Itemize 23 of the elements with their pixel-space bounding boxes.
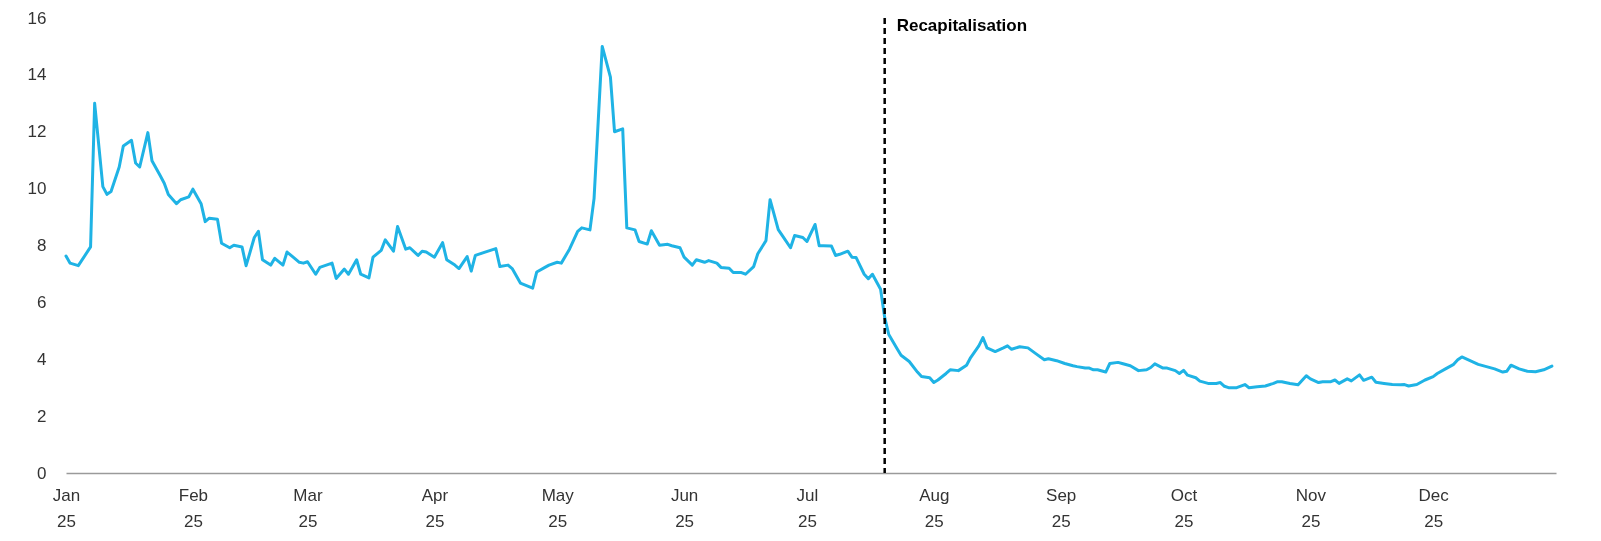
y-tick-label: 12 bbox=[27, 122, 47, 142]
x-tick-label: May 25 bbox=[541, 485, 575, 531]
x-tick-label: Aug 25 bbox=[919, 485, 950, 531]
x-tick-label: Oct 25 bbox=[1170, 485, 1198, 531]
y-tick-label: 14 bbox=[27, 65, 47, 85]
x-tick-label: Dec 25 bbox=[1418, 485, 1450, 531]
y-tick-label: 8 bbox=[37, 236, 47, 255]
x-tick-label: Jun 25 bbox=[670, 485, 699, 531]
y-tick-label: 16 bbox=[27, 8, 47, 28]
x-tick-label: Nov 25 bbox=[1295, 485, 1327, 531]
x-tick-label: Jul 25 bbox=[796, 485, 819, 531]
line-series bbox=[64, 44, 1554, 390]
y-tick-label: 10 bbox=[27, 179, 47, 199]
x-tick-label: Feb 25 bbox=[178, 485, 209, 531]
y-tick-label: 2 bbox=[37, 406, 47, 426]
y-tick-label: 4 bbox=[37, 349, 47, 369]
x-tick-label: Mar 25 bbox=[293, 485, 323, 531]
x-tick-label: Sep 25 bbox=[1046, 485, 1077, 531]
x-tick-label: Jan 25 bbox=[52, 485, 81, 531]
y-tick-label: 0 bbox=[37, 463, 47, 483]
x-tick-label: Apr 25 bbox=[421, 485, 449, 531]
y-tick-label: 6 bbox=[37, 292, 47, 312]
ref-line-label: Recapitalisation bbox=[896, 16, 1028, 35]
